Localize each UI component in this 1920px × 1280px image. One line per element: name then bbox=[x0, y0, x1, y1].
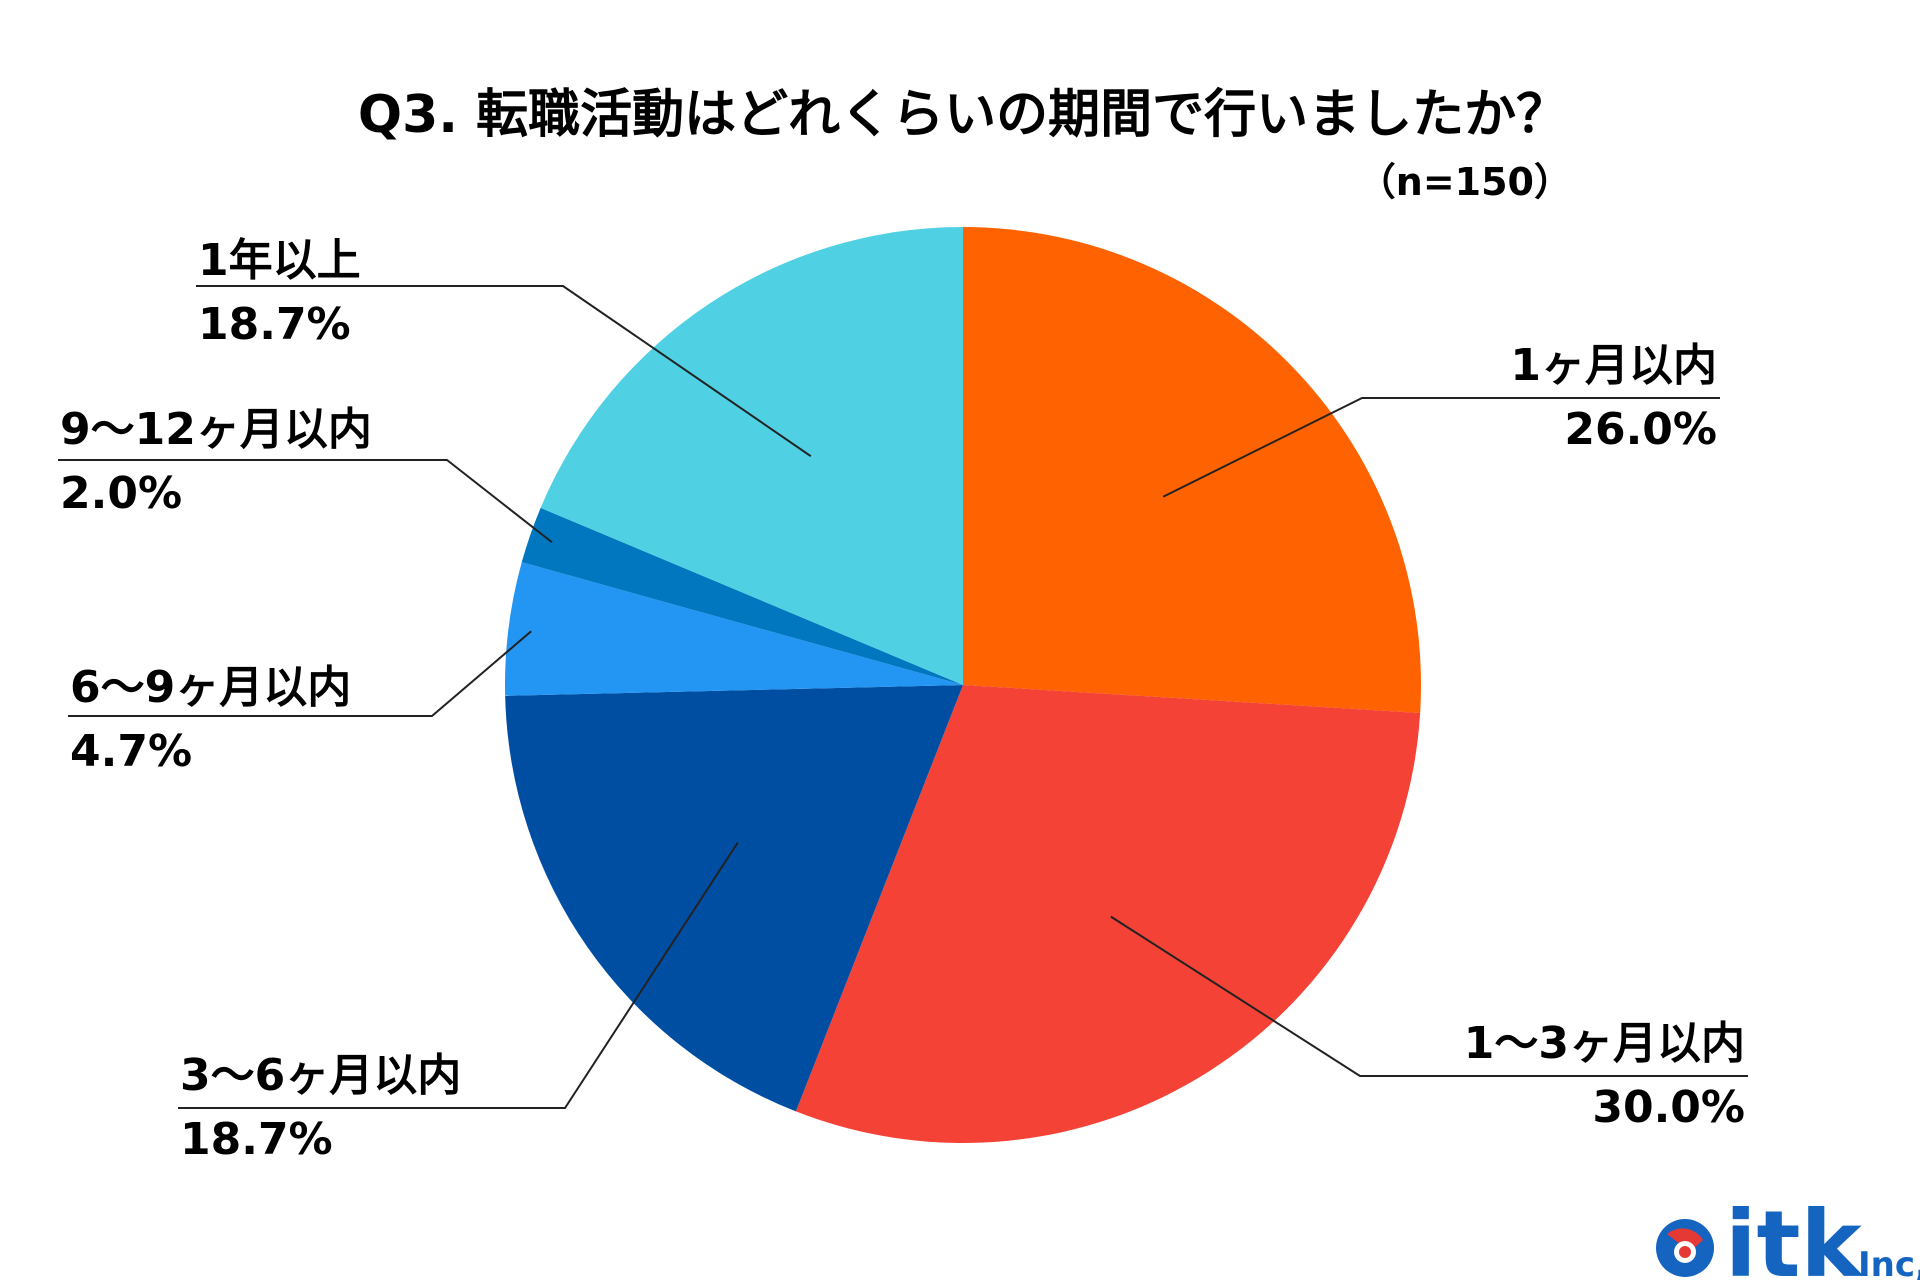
leader-line bbox=[68, 630, 532, 717]
leader-line bbox=[1110, 915, 1748, 1077]
slice-category-label: 3～6ヶ月以内 bbox=[180, 1050, 461, 1101]
company-logo: itk Inc, bbox=[1656, 1191, 1920, 1280]
slice-category-label: 1～3ヶ月以内 bbox=[1464, 1018, 1745, 1069]
slice-category-label: 1ヶ月以内 bbox=[1510, 340, 1717, 391]
logo-suffix: Inc, bbox=[1858, 1245, 1920, 1280]
pie-slice bbox=[963, 227, 1422, 714]
leader-line bbox=[178, 841, 739, 1109]
pie-slice bbox=[795, 685, 1421, 1143]
slice-category-label: 6～9ヶ月以内 bbox=[70, 662, 351, 713]
pie-slice bbox=[540, 226, 963, 685]
slice-value-label: 18.7% bbox=[180, 1114, 333, 1165]
logo-mark-icon bbox=[1656, 1219, 1714, 1277]
leader-line bbox=[196, 285, 812, 458]
slice-labels: 1ヶ月以内 26.0% 1～3ヶ月以内 30.0% 3～6ヶ月以内 18.7% 6～9ヶ月以… bbox=[60, 235, 1745, 1165]
slice-value-label: 2.0% bbox=[60, 468, 182, 519]
leader-line bbox=[58, 459, 553, 544]
slice-value-label: 30.0% bbox=[1592, 1082, 1745, 1133]
pie-slice bbox=[505, 685, 963, 1112]
leader-line bbox=[1162, 397, 1720, 498]
pie-slices bbox=[505, 226, 1422, 1143]
slice-value-label: 26.0% bbox=[1564, 404, 1717, 455]
slice-category-label: 9～12ヶ月以内 bbox=[60, 404, 372, 455]
logo-text: itk bbox=[1725, 1191, 1864, 1280]
slice-category-label: 1年以上 bbox=[198, 235, 361, 286]
slice-value-label: 18.7% bbox=[198, 299, 351, 350]
chart-title: Q3. 転職活動はどれくらいの期間で行いましたか？ bbox=[358, 85, 1568, 145]
leader-lines bbox=[58, 285, 1748, 1109]
sample-size: （n=150） bbox=[1358, 160, 1572, 204]
pie-slice bbox=[505, 562, 963, 696]
slice-value-label: 4.7% bbox=[70, 726, 192, 777]
pie-slice bbox=[521, 507, 963, 685]
